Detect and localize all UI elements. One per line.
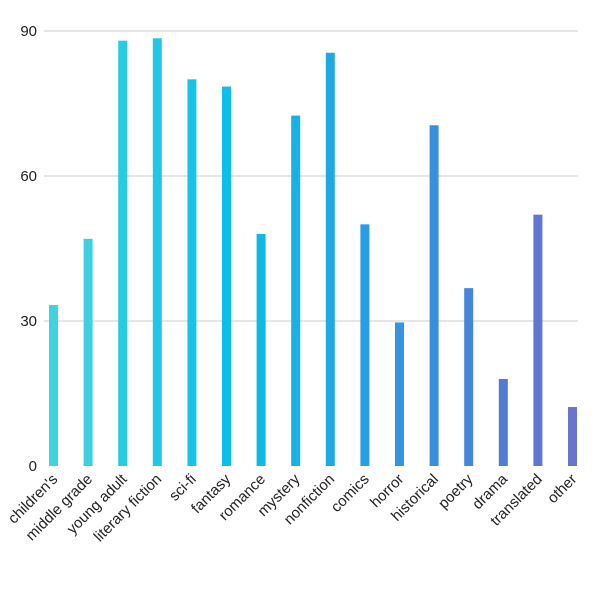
bar [325,52,335,466]
bar [256,234,266,466]
y-axis-ticks: 0 30 60 90 [20,23,37,475]
bar [118,40,128,467]
bar [429,125,439,466]
x-category-label: comics [328,471,373,516]
y-tick-label: 90 [20,23,37,40]
bar [152,38,162,466]
y-tick-label: 30 [20,313,37,330]
bar [83,238,93,466]
y-tick-label: 0 [29,458,37,475]
bar [568,407,577,466]
x-category-label: poetry [435,470,477,512]
bar [49,305,58,466]
bar [533,214,543,466]
bar [498,379,508,466]
bar [464,288,474,466]
grid-lines [44,30,578,322]
bar [395,322,404,466]
bars [49,38,577,467]
bar [222,86,231,466]
bar [187,79,197,466]
bar [360,224,370,466]
x-category-label: other [544,471,580,507]
bar [291,115,301,466]
y-tick-label: 60 [20,168,37,185]
